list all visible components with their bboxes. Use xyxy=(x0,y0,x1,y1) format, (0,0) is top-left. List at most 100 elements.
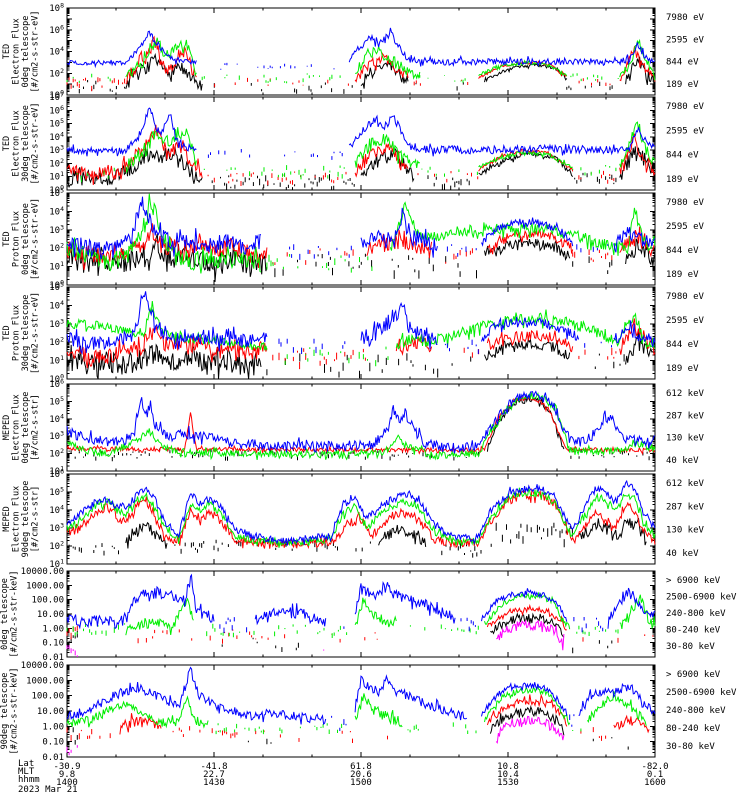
legend-proton-0deg-240-800-keV: 240-800 keV xyxy=(666,609,726,619)
panel-label-ted-proton-0deg-line0: TED xyxy=(2,231,12,246)
y-tick-label: 104 xyxy=(49,504,64,517)
panel-label-proton-0deg-line0: 0deg telescope xyxy=(0,578,10,650)
series-ted-proton-0deg-844-eV xyxy=(66,193,262,274)
panel-label-ted-electron-30deg-line0: TED xyxy=(2,136,12,151)
y-tick-label: 100 xyxy=(49,279,64,292)
y-tick-label: 104 xyxy=(49,412,64,425)
panel-label-meped-electron-90deg-line3: [#/cm2-s-str] xyxy=(31,486,41,553)
y-tick-label: 100.00 xyxy=(31,596,64,606)
legend-proton-90deg-240-800-keV: 240-800 keV xyxy=(666,706,726,716)
series-proton-0deg-2500-6900-keV xyxy=(221,637,299,652)
y-tick-label: 104 xyxy=(49,205,64,218)
series-ted-proton-0deg-189-eV xyxy=(360,207,438,258)
series-meped-electron-0deg-287-keV xyxy=(66,396,656,456)
y-tick-label: 103 xyxy=(49,522,64,535)
series-ted-electron-0deg-844-eV xyxy=(66,73,111,83)
legend-meped-electron-0deg-40-keV: 40 keV xyxy=(666,456,699,466)
panel-label-meped-electron-90deg-line2: 90deg telescope xyxy=(21,481,31,558)
y-tick-label: 102 xyxy=(49,67,64,80)
series-ted-electron-30deg-189-eV xyxy=(348,114,656,157)
series-ted-proton-0deg-189-eV xyxy=(446,244,477,257)
legend-proton-90deg-2500-6900-keV: 2500-6900 keV xyxy=(666,688,737,698)
series-meped-electron-0deg-130-keV xyxy=(66,392,656,461)
legend-ted-proton-30deg-844-eV: 844 eV xyxy=(666,340,699,350)
series-proton-90deg-240-800-keV xyxy=(255,730,388,743)
series-proton-90deg-2500-6900-keV xyxy=(247,738,272,745)
series-ted-electron-30deg-844-eV xyxy=(125,127,197,175)
legend-ted-electron-30deg-189-eV: 189 eV xyxy=(666,175,699,185)
series-proton-0deg-80-240-keV xyxy=(484,591,571,630)
x-axis-mlt-value: 0.1 xyxy=(647,770,663,780)
series-ted-proton-0deg-2595-eV xyxy=(66,223,268,271)
series-proton-90deg-30-80-keV xyxy=(569,714,575,727)
panel-label-meped-electron-90deg-line1: Electron Flux xyxy=(12,486,22,553)
series-proton-90deg--6900-keV xyxy=(66,745,78,756)
series-proton-90deg-30-80-keV xyxy=(66,666,327,726)
series-ted-proton-30deg-189-eV xyxy=(444,339,479,354)
legend-proton-0deg-80-240-keV: 80-240 keV xyxy=(666,626,721,636)
x-axis-hhmm-value: 1400 xyxy=(56,778,78,788)
series-proton-0deg--6900-keV xyxy=(66,645,78,657)
series-ted-electron-0deg-844-eV xyxy=(355,46,421,80)
y-tick-label: 104 xyxy=(49,299,64,312)
panel-label-ted-proton-0deg-line2: 0deg telescope xyxy=(21,203,31,275)
panel-label-proton-90deg-line1: [#/cm2-s-str-keV] xyxy=(10,668,20,755)
series-ted-electron-30deg-7980-eV xyxy=(211,174,355,190)
legend-ted-electron-0deg-7980-eV: 7980 eV xyxy=(666,13,705,23)
panel-label-ted-electron-0deg-line2: 0deg telescope xyxy=(21,16,31,88)
series-proton-0deg-30-80-keV xyxy=(354,580,456,624)
x-axis-hhmm-value: 1600 xyxy=(644,778,666,788)
series-ted-proton-30deg-2595-eV xyxy=(578,347,617,360)
series-ted-proton-30deg-2595-eV xyxy=(486,329,574,353)
y-tick-label: 106 xyxy=(49,104,64,117)
y-tick-label: 102 xyxy=(49,540,64,553)
series-ted-proton-0deg-7980-eV xyxy=(572,256,613,274)
legend-ted-electron-0deg-189-eV: 189 eV xyxy=(666,80,699,90)
series-ted-proton-0deg-7980-eV xyxy=(274,253,477,279)
series-ted-proton-0deg-7980-eV xyxy=(484,236,571,261)
series-proton-90deg-30-80-keV xyxy=(481,682,568,717)
legend-proton-90deg--6900-keV: > 6900 keV xyxy=(666,670,721,680)
series-ted-electron-0deg-844-eV xyxy=(419,75,466,83)
series-proton-0deg-30-80-keV xyxy=(607,587,656,629)
series-proton-0deg-80-240-keV xyxy=(206,623,348,638)
series-ted-electron-0deg-844-eV xyxy=(570,73,619,82)
series-proton-90deg-80-240-keV xyxy=(215,723,345,735)
panel-label-meped-electron-0deg-line0: MEPED xyxy=(2,415,12,441)
y-tick-label: 101 xyxy=(49,170,64,183)
series-proton-90deg-240-800-keV xyxy=(172,726,238,739)
y-tick-label: 1000.00 xyxy=(26,581,64,591)
y-tick-label: 101 xyxy=(49,260,64,273)
series-proton-0deg--6900-keV xyxy=(496,619,565,651)
panel-label-proton-90deg-line0: 90deg telescope xyxy=(0,673,10,750)
panel-label-ted-electron-0deg-line0: TED xyxy=(2,44,12,59)
series-ted-proton-30deg-7980-eV xyxy=(266,353,472,379)
y-tick-label: 0.10 xyxy=(42,738,64,748)
y-tick-label: 107 xyxy=(49,91,64,104)
legend-ted-electron-30deg-844-eV: 844 eV xyxy=(666,151,699,161)
x-axis-mlt-value: 10.4 xyxy=(497,770,519,780)
y-tick-label: 100.00 xyxy=(31,692,64,702)
series-proton-0deg-80-240-keV xyxy=(409,624,479,635)
series-ted-electron-0deg-7980-eV xyxy=(566,81,613,91)
y-tick-label: 0.01 xyxy=(42,753,64,763)
panel-label-meped-electron-0deg-line1: Electron Flux xyxy=(12,394,22,461)
y-tick-label: 101 xyxy=(49,558,64,571)
y-tick-label: 105 xyxy=(49,187,64,200)
x-axis-mlt-value: 22.7 xyxy=(203,770,225,780)
y-tick-label: 106 xyxy=(49,23,64,36)
legend-meped-electron-90deg-130-keV: 130 keV xyxy=(666,526,705,536)
series-ted-electron-30deg-844-eV xyxy=(619,121,656,168)
legend-proton-90deg-80-240-keV: 80-240 keV xyxy=(666,724,721,734)
y-tick-label: 0.01 xyxy=(42,653,64,663)
hhmm-row-label: hhmm xyxy=(18,775,40,785)
legend-proton-90deg-30-80-keV: 30-80 keV xyxy=(666,742,715,752)
panel-label-ted-electron-0deg-line3: [#/cm2-s-str-eV] xyxy=(31,11,41,93)
series-proton-90deg-30-80-keV xyxy=(578,682,656,716)
legend-ted-proton-0deg-2595-eV: 2595 eV xyxy=(666,222,705,232)
y-tick-label: 106 xyxy=(49,378,64,391)
x-axis-lat-value: 61.8 xyxy=(350,762,372,772)
series-ted-electron-0deg-2595-eV xyxy=(214,77,349,88)
series-ted-electron-30deg-2595-eV xyxy=(354,142,409,178)
legend-meped-electron-90deg-287-keV: 287 keV xyxy=(666,502,705,512)
